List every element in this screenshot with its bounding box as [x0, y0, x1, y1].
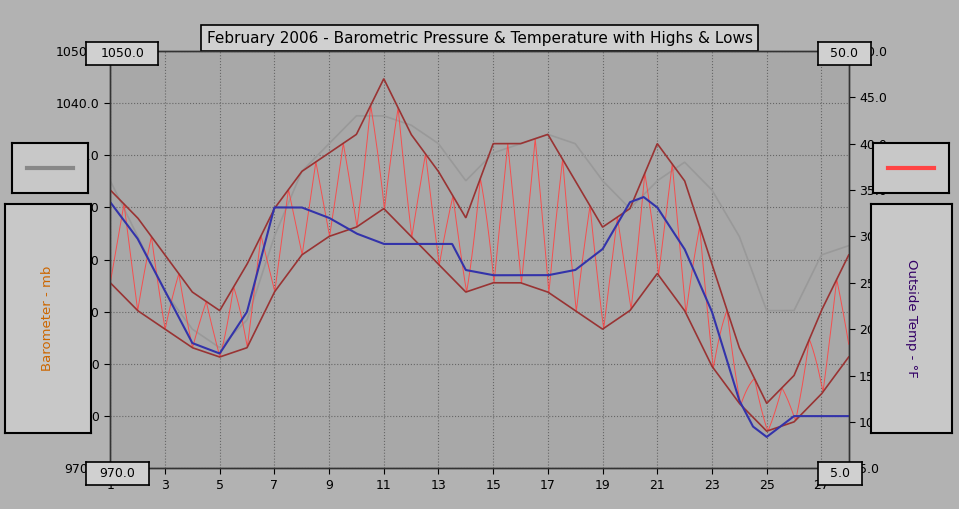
Text: 970.0: 970.0 — [100, 467, 135, 480]
Text: Outside Temp - °F: Outside Temp - °F — [905, 259, 918, 378]
Text: 1050.0: 1050.0 — [101, 47, 144, 60]
Text: 50.0: 50.0 — [830, 47, 858, 60]
Text: 5.0: 5.0 — [830, 467, 850, 480]
Text: Barometer - mb: Barometer - mb — [41, 265, 55, 371]
Title: February 2006 - Barometric Pressure & Temperature with Highs & Lows: February 2006 - Barometric Pressure & Te… — [206, 31, 753, 46]
